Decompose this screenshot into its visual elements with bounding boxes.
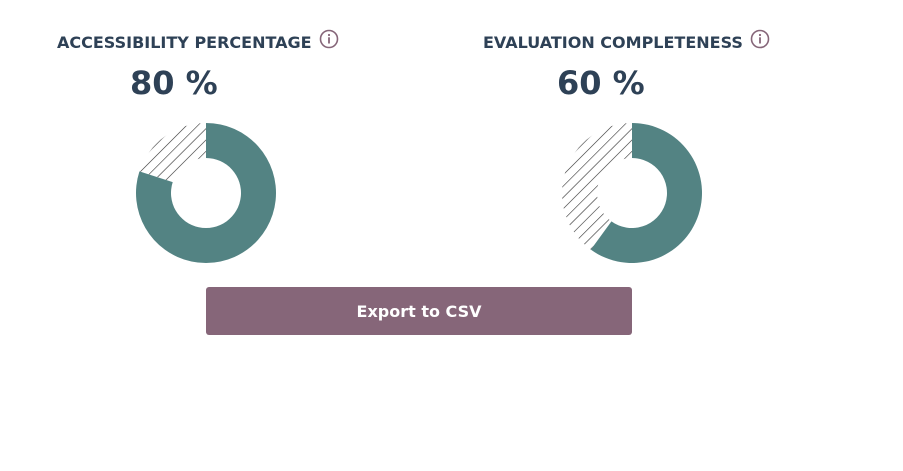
evaluation-value: 60 % xyxy=(557,64,645,102)
export-csv-button[interactable]: Export to CSV xyxy=(206,287,632,335)
evaluation-title: EVALUATION COMPLETENESS xyxy=(483,29,770,52)
accessibility-donut-chart xyxy=(136,123,276,263)
info-icon[interactable] xyxy=(750,29,770,49)
info-icon[interactable] xyxy=(319,29,339,49)
donut-filled-segment xyxy=(590,123,702,263)
donut-remaining-segment xyxy=(139,123,206,183)
evaluation-title-text: EVALUATION COMPLETENESS xyxy=(483,33,743,52)
accessibility-title: ACCESSIBILITY PERCENTAGE xyxy=(57,29,339,52)
accessibility-title-text: ACCESSIBILITY PERCENTAGE xyxy=(57,33,312,52)
accessibility-value: 80 % xyxy=(130,64,218,102)
donut-remaining-segment xyxy=(562,123,632,250)
donut-filled-segment xyxy=(136,123,276,263)
evaluation-donut-chart xyxy=(562,123,702,263)
